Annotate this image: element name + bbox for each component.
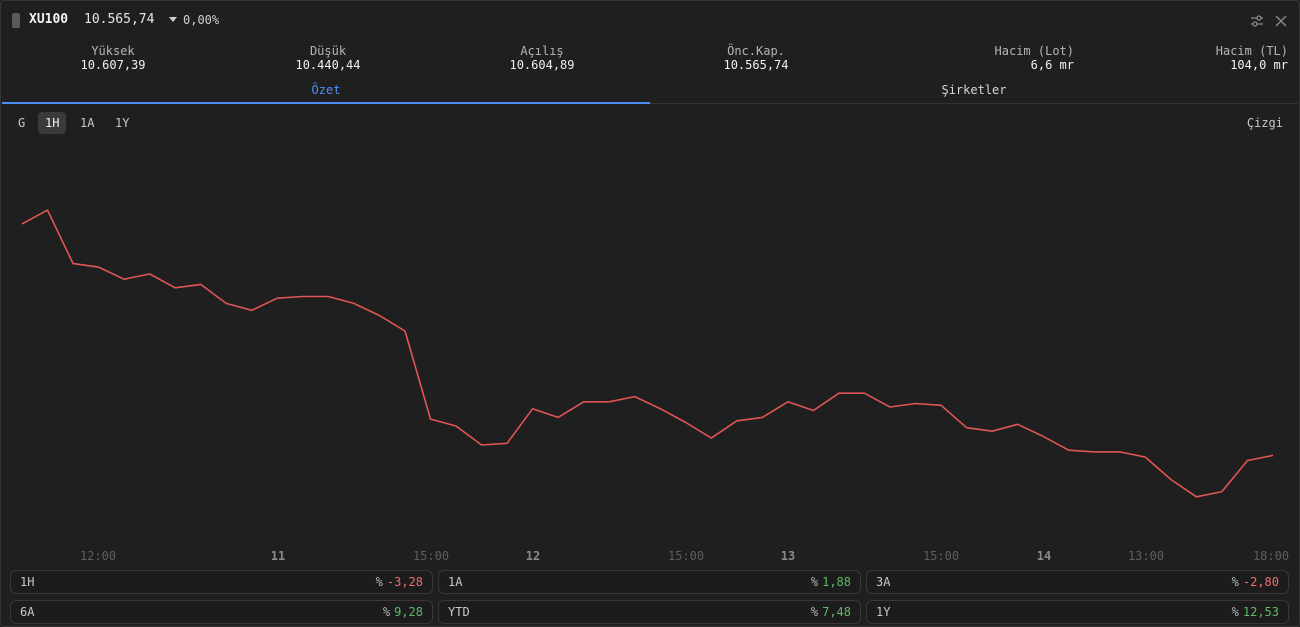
stat-open: Açılış 10.604,89 — [492, 44, 592, 73]
x-axis-tick-label: 15:00 — [923, 549, 959, 563]
chart-type-selector[interactable]: Çizgi — [1246, 116, 1283, 130]
x-axis-tick-label: 18:00 — [1253, 549, 1289, 563]
stat-value: 10.604,89 — [509, 58, 575, 72]
stat-label: Önc.Kap. — [727, 44, 785, 58]
stat-high: Yüksek 10.607,39 — [63, 44, 163, 73]
stat-label: Düşük — [309, 44, 347, 58]
x-axis-tick-label: 14 — [1037, 549, 1051, 563]
return-period: 3A — [876, 575, 891, 589]
change-percent: 0,00% — [183, 13, 220, 27]
return-value: % -2,80 — [1232, 575, 1279, 589]
percent-sign: % — [1231, 605, 1239, 619]
range-button-g[interactable]: G — [18, 116, 26, 130]
stat-volume-lot: Hacim (Lot) 6,6 mr — [954, 44, 1074, 73]
x-axis-tick-label: 12 — [526, 549, 540, 563]
x-axis-tick-label: 15:00 — [413, 549, 449, 563]
stat-low: Düşük 10.440,44 — [278, 44, 378, 73]
drag-handle-icon[interactable] — [12, 13, 20, 28]
return-period: YTD — [448, 605, 470, 619]
return-number: 1,88 — [822, 575, 851, 589]
return-number: -3,28 — [386, 575, 423, 589]
percent-sign: % — [1231, 575, 1239, 589]
x-axis-tick-label: 15:00 — [668, 549, 704, 563]
caret-down-icon — [169, 17, 177, 22]
widget-header: XU100 10.565,74 0,00% — [0, 0, 1300, 40]
stat-value: 104,0 mr — [1230, 58, 1288, 72]
return-period: 1H — [20, 575, 35, 589]
x-axis-tick-label: 13 — [781, 549, 795, 563]
x-axis-tick-label: 11 — [271, 549, 285, 563]
price-chart[interactable]: 12:00 11 15:00 12 15:00 13 15:00 14 13:00 18:00 — [0, 140, 1300, 570]
stat-volume-tl: Hacim (TL) 104,0 mr — [1168, 44, 1288, 73]
close-icon[interactable] — [1274, 14, 1288, 28]
return-cell-1a: 1A % 1,88 — [438, 570, 861, 594]
tab-bar: Özet Şirketler — [2, 80, 1298, 104]
return-value: % 7,48 — [811, 605, 851, 619]
x-axis-tick-label: 13:00 — [1128, 549, 1164, 563]
percent-sign: % — [810, 605, 819, 619]
stat-value: 10.607,39 — [80, 58, 146, 72]
return-value: % 12,53 — [1232, 605, 1279, 619]
return-cell-1h: 1H % -3,28 — [10, 570, 433, 594]
return-cell-1y: 1Y % 12,53 — [866, 600, 1289, 624]
stat-label: Açılış — [520, 44, 564, 58]
return-period: 6A — [20, 605, 35, 619]
return-number: -2,80 — [1242, 575, 1279, 589]
symbol-name: XU100 — [29, 12, 69, 27]
return-number: 12,53 — [1242, 605, 1279, 619]
last-price: 10.565,74 — [84, 12, 155, 27]
stat-value: 10.440,44 — [295, 58, 361, 72]
percent-sign: % — [810, 575, 819, 589]
range-button-1h[interactable]: 1H — [38, 112, 67, 134]
tab-companies[interactable]: Şirketler — [941, 83, 1007, 97]
stat-value: 10.565,74 — [723, 58, 789, 72]
stat-label: Yüksek — [91, 44, 135, 58]
x-axis-tick-label: 12:00 — [80, 549, 116, 563]
stat-value: 6,6 mr — [1030, 58, 1074, 72]
percent-sign: % — [382, 605, 391, 619]
return-cell-ytd: YTD % 7,48 — [438, 600, 861, 624]
x-axis-labels: 12:00 11 15:00 12 15:00 13 15:00 14 13:00 18:00 — [80, 549, 1289, 563]
stat-label: Hacim (Lot) — [994, 44, 1074, 58]
range-button-1y[interactable]: 1Y — [115, 116, 130, 130]
return-value: % -3,28 — [376, 575, 423, 589]
return-number: 9,28 — [394, 605, 423, 619]
return-cell-6a: 6A % 9,28 — [10, 600, 433, 624]
range-button-1a[interactable]: 1A — [80, 116, 95, 130]
return-value: % 9,28 — [383, 605, 423, 619]
stat-prev-close: Önc.Kap. 10.565,74 — [706, 44, 806, 73]
return-cell-3a: 3A % -2,80 — [866, 570, 1289, 594]
active-tab-indicator — [2, 102, 650, 104]
return-period: 1A — [448, 575, 463, 589]
tab-summary[interactable]: Özet — [311, 83, 341, 97]
return-period: 1Y — [876, 605, 891, 619]
return-number: 7,48 — [822, 605, 851, 619]
price-line — [21, 209, 1274, 498]
return-value: % 1,88 — [811, 575, 851, 589]
percent-sign: % — [375, 575, 383, 589]
stat-label: Hacim (TL) — [1215, 44, 1288, 58]
sliders-icon[interactable] — [1250, 14, 1264, 28]
